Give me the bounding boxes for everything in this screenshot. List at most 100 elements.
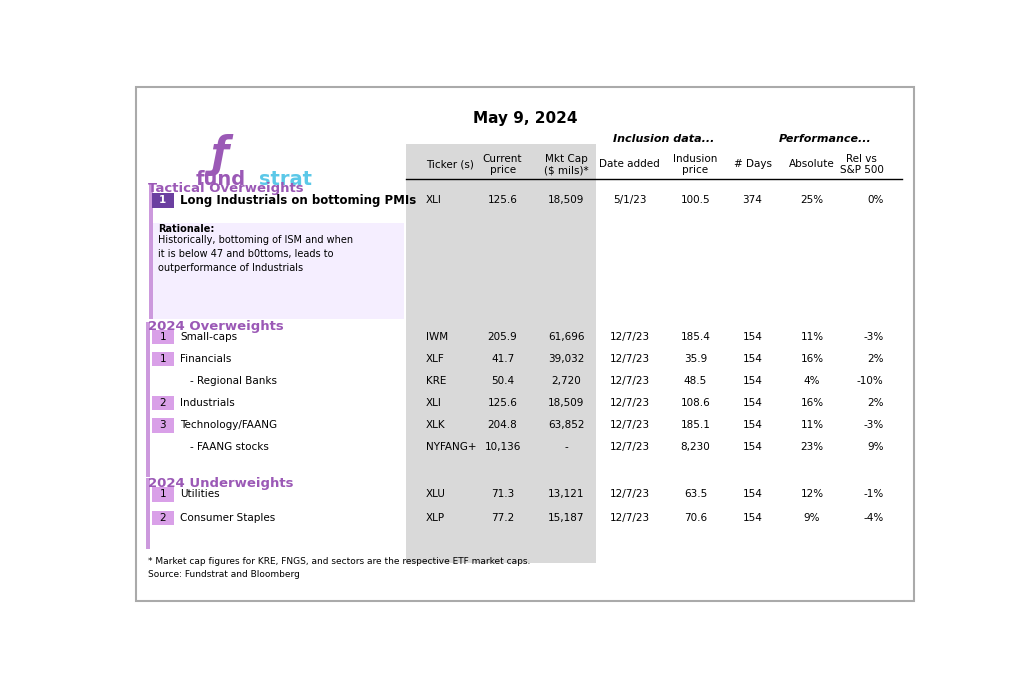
Text: 2: 2 — [160, 398, 166, 408]
Text: 63.5: 63.5 — [684, 490, 707, 499]
Text: 41.7: 41.7 — [490, 354, 514, 364]
Text: * Market cap figures for KRE, FNGS, and sectors are the respective ETF market ca: * Market cap figures for KRE, FNGS, and … — [147, 557, 530, 567]
Text: Mkt Cap
($ mils)*: Mkt Cap ($ mils)* — [544, 153, 589, 175]
Text: 9%: 9% — [867, 442, 884, 452]
Text: strat: strat — [259, 170, 312, 189]
Text: 2: 2 — [160, 513, 166, 523]
Text: 2,720: 2,720 — [551, 376, 581, 386]
Text: Long Industrials on bottoming PMIs: Long Industrials on bottoming PMIs — [180, 193, 417, 207]
Text: 100.5: 100.5 — [681, 195, 711, 205]
Text: # Days: # Days — [733, 159, 771, 170]
Text: 50.4: 50.4 — [492, 376, 514, 386]
Text: 12/7/23: 12/7/23 — [609, 376, 649, 386]
Text: 204.8: 204.8 — [487, 420, 517, 430]
Text: - FAANG stocks: - FAANG stocks — [189, 442, 268, 452]
Text: Ticker (s): Ticker (s) — [426, 159, 473, 170]
Text: Current
price: Current price — [483, 153, 522, 175]
Text: fund: fund — [196, 170, 246, 189]
Text: Financials: Financials — [180, 354, 231, 364]
Text: Inclusion data...: Inclusion data... — [613, 134, 715, 144]
FancyBboxPatch shape — [152, 511, 174, 525]
Text: 154: 154 — [742, 376, 763, 386]
FancyBboxPatch shape — [152, 330, 174, 345]
Text: 185.4: 185.4 — [681, 332, 711, 342]
Text: Utilities: Utilities — [180, 490, 220, 499]
Text: 48.5: 48.5 — [684, 376, 707, 386]
FancyBboxPatch shape — [146, 478, 151, 550]
Text: 154: 154 — [742, 332, 763, 342]
Text: 1: 1 — [160, 354, 166, 364]
Text: 205.9: 205.9 — [487, 332, 517, 342]
Text: Source: Fundstrat and Bloomberg: Source: Fundstrat and Bloomberg — [147, 571, 300, 580]
Text: Performance...: Performance... — [778, 134, 871, 144]
Text: XLI: XLI — [426, 195, 441, 205]
Text: 13,121: 13,121 — [548, 490, 585, 499]
Text: 12/7/23: 12/7/23 — [609, 332, 649, 342]
Text: 108.6: 108.6 — [681, 398, 711, 408]
Text: XLI: XLI — [426, 398, 441, 408]
Text: -3%: -3% — [863, 332, 884, 342]
Text: KRE: KRE — [426, 376, 446, 386]
Text: 35.9: 35.9 — [684, 354, 707, 364]
FancyBboxPatch shape — [152, 418, 174, 432]
Text: Date added: Date added — [599, 159, 659, 170]
Text: 154: 154 — [742, 420, 763, 430]
Text: 15,187: 15,187 — [548, 513, 585, 523]
Text: 2%: 2% — [867, 398, 884, 408]
Text: 16%: 16% — [801, 354, 823, 364]
Text: 77.2: 77.2 — [490, 513, 514, 523]
Text: -10%: -10% — [857, 376, 884, 386]
Text: 9%: 9% — [804, 513, 820, 523]
Text: - Regional Banks: - Regional Banks — [189, 376, 276, 386]
Text: 63,852: 63,852 — [548, 420, 585, 430]
FancyBboxPatch shape — [148, 184, 153, 319]
Text: 12%: 12% — [801, 490, 823, 499]
Text: 61,696: 61,696 — [548, 332, 585, 342]
Text: 3: 3 — [160, 420, 166, 430]
Text: Rel vs
S&P 500: Rel vs S&P 500 — [840, 153, 884, 175]
FancyBboxPatch shape — [146, 322, 151, 477]
Text: 18,509: 18,509 — [548, 195, 585, 205]
Text: 1: 1 — [160, 490, 166, 499]
Text: 11%: 11% — [801, 420, 823, 430]
Text: Consumer Staples: Consumer Staples — [180, 513, 275, 523]
FancyBboxPatch shape — [136, 87, 913, 601]
Text: Rationale:: Rationale: — [158, 224, 215, 234]
Text: Tactical Overweights: Tactical Overweights — [147, 183, 303, 195]
Text: -3%: -3% — [863, 420, 884, 430]
Text: 12/7/23: 12/7/23 — [609, 398, 649, 408]
Text: -: - — [564, 442, 568, 452]
Text: 25%: 25% — [801, 195, 823, 205]
Text: -1%: -1% — [863, 490, 884, 499]
FancyBboxPatch shape — [153, 223, 404, 319]
Text: 18,509: 18,509 — [548, 398, 585, 408]
Text: 154: 154 — [742, 513, 763, 523]
Text: 1: 1 — [160, 332, 166, 342]
Text: 125.6: 125.6 — [487, 398, 517, 408]
FancyBboxPatch shape — [152, 396, 174, 411]
Text: 5/1/23: 5/1/23 — [612, 195, 646, 205]
Text: 2024 Underweights: 2024 Underweights — [147, 477, 293, 490]
Text: 374: 374 — [742, 195, 763, 205]
Text: 70.6: 70.6 — [684, 513, 707, 523]
Text: 10,136: 10,136 — [484, 442, 521, 452]
Text: 23%: 23% — [801, 442, 823, 452]
Text: Historically, bottoming of ISM and when
it is below 47 and b0ttoms, leads to
out: Historically, bottoming of ISM and when … — [158, 235, 353, 273]
Text: 12/7/23: 12/7/23 — [609, 442, 649, 452]
Text: 2%: 2% — [867, 354, 884, 364]
Text: 12/7/23: 12/7/23 — [609, 354, 649, 364]
Text: 0%: 0% — [867, 195, 884, 205]
FancyBboxPatch shape — [152, 193, 174, 208]
Text: 16%: 16% — [801, 398, 823, 408]
Text: ƒ: ƒ — [210, 134, 228, 176]
Text: 12/7/23: 12/7/23 — [609, 513, 649, 523]
FancyBboxPatch shape — [152, 487, 174, 502]
Text: May 9, 2024: May 9, 2024 — [472, 110, 578, 125]
Text: Small-caps: Small-caps — [180, 332, 238, 342]
Text: 71.3: 71.3 — [490, 490, 514, 499]
Text: 125.6: 125.6 — [487, 195, 517, 205]
Text: 12/7/23: 12/7/23 — [609, 490, 649, 499]
Text: XLF: XLF — [426, 354, 444, 364]
Text: 11%: 11% — [801, 332, 823, 342]
Text: 12/7/23: 12/7/23 — [609, 420, 649, 430]
